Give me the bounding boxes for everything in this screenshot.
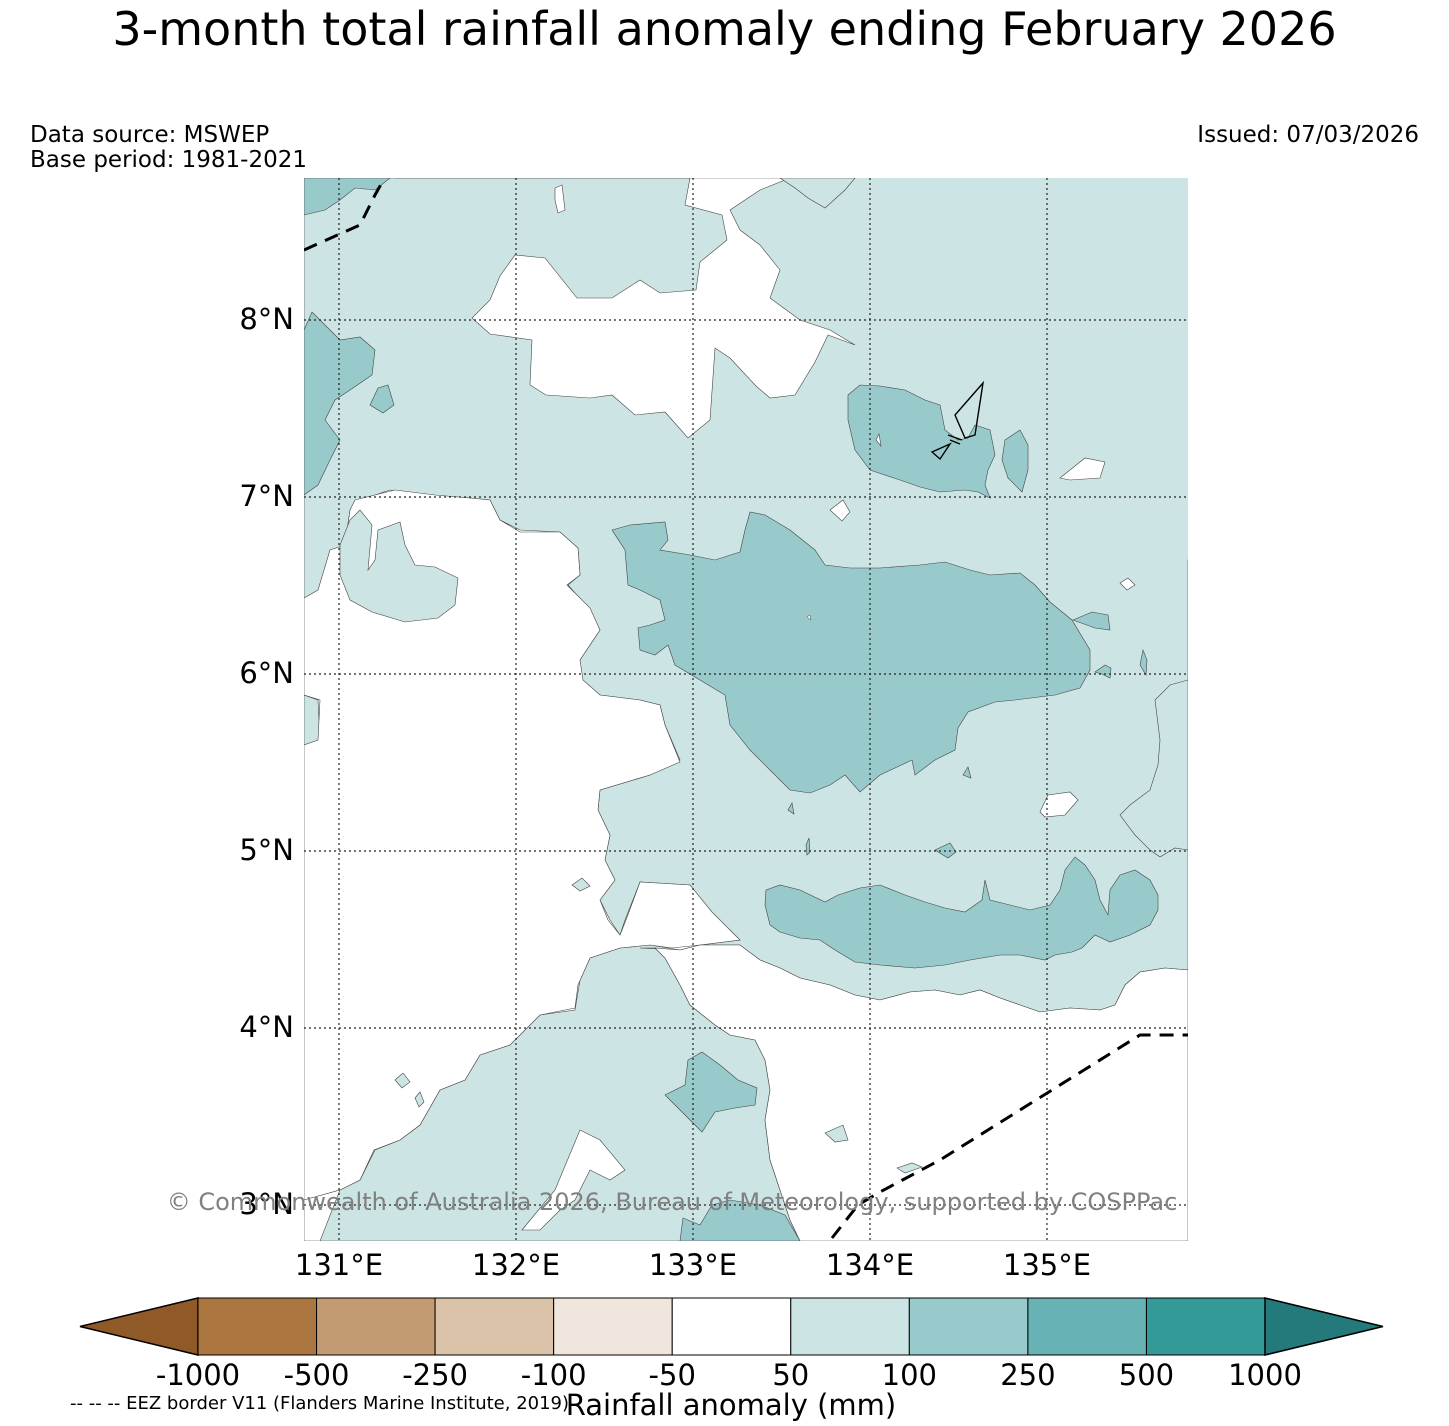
- colorbar-bin: [553, 1297, 673, 1356]
- graticule: [304, 178, 1188, 1241]
- base-period: Base period: 1981-2021: [30, 147, 308, 173]
- copyright-text: © Commonwealth of Australia 2026, Bureau…: [167, 1188, 1178, 1216]
- lon-label-132e: 132°E: [472, 1248, 560, 1282]
- colorbar: -1000 -500 -250 -100 -50 50 100 250 500 1000: [79, 1297, 1384, 1392]
- lat-label-8n: 8°N: [239, 302, 294, 336]
- colorbar-bin: [1145, 1297, 1266, 1356]
- colorbar-tick-label: -250: [402, 1358, 468, 1392]
- lat-label-6n: 6°N: [239, 656, 294, 690]
- colorbar-tick-label: 100: [882, 1358, 937, 1392]
- lat-label-3n: 3°N: [239, 1187, 294, 1221]
- eez-border: [304, 178, 1188, 1239]
- island-outline: [930, 380, 985, 461]
- issued-date: Issued: 07/03/2026: [1197, 122, 1419, 148]
- colorbar-tick-label: -100: [521, 1358, 587, 1392]
- lon-label-131e: 131°E: [295, 1248, 383, 1282]
- colorbar-bin: [790, 1297, 910, 1356]
- colorbar-tick-label: 250: [1000, 1358, 1055, 1392]
- lon-label-133e: 133°E: [649, 1248, 737, 1282]
- lon-label-134e: 134°E: [826, 1248, 914, 1282]
- lat-label-5n: 5°N: [239, 833, 294, 867]
- lat-label-4n: 4°N: [239, 1010, 294, 1044]
- colorbar-tick-label: -500: [284, 1358, 350, 1392]
- map-title: 3-month total rainfall anomaly ending Fe…: [112, 2, 1337, 56]
- lat-label-7n: 7°N: [239, 479, 294, 513]
- eez-legend-note: -- -- -- EEZ border V11 (Flanders Marine…: [70, 1393, 570, 1414]
- colorbar-bin: [671, 1297, 792, 1356]
- colorbar-tick-label: -1000: [156, 1358, 240, 1392]
- colorbar-bin: [908, 1297, 1029, 1356]
- colorbar-tick-label: 1000: [1228, 1358, 1302, 1392]
- colorbar-tick-label: -50: [649, 1358, 696, 1392]
- colorbar-bin: [316, 1297, 436, 1356]
- source-info: Data source: MSWEP Base period: 1981-202…: [30, 123, 307, 173]
- colorbar-tick-label: 50: [772, 1358, 809, 1392]
- colorbar-extend-low: [79, 1297, 199, 1356]
- colorbar-label: Rainfall anomaly (mm): [565, 1388, 897, 1422]
- lon-labels: 131°E 132°E 133°E 134°E 135°E: [295, 1248, 1091, 1282]
- colorbar-bin: [197, 1297, 318, 1356]
- colorbar-bin: [1027, 1297, 1147, 1356]
- anomaly-100-250-fill: [304, 178, 1159, 1241]
- lon-label-135e: 135°E: [1003, 1248, 1091, 1282]
- data-source: Data source: MSWEP: [30, 122, 270, 148]
- colorbar-extend-high: [1264, 1297, 1384, 1356]
- map-area: [304, 178, 1188, 1241]
- lat-labels: 8°N 7°N 6°N 5°N 4°N 3°N: [239, 302, 294, 1221]
- colorbar-bin: [434, 1297, 555, 1356]
- colorbar-tick-label: 500: [1119, 1358, 1174, 1392]
- anomaly-neutral-fill: [304, 178, 1188, 1241]
